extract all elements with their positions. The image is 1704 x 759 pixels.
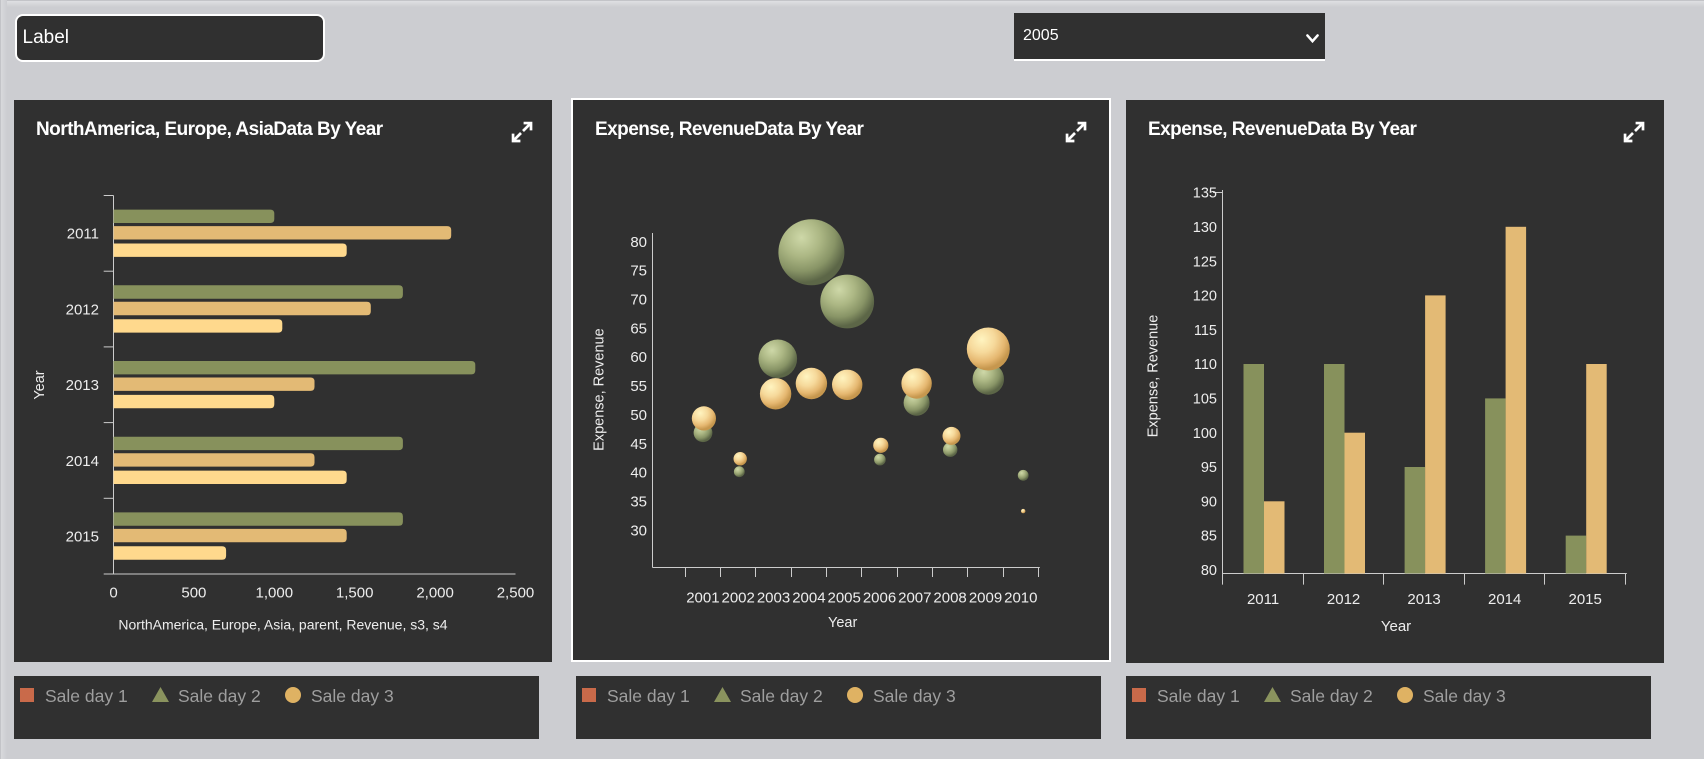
- svg-text:125: 125: [1193, 254, 1217, 270]
- svg-text:30: 30: [630, 522, 647, 539]
- svg-text:85: 85: [1201, 529, 1217, 545]
- svg-text:2013: 2013: [1407, 591, 1440, 608]
- svg-text:2004: 2004: [792, 590, 825, 607]
- svg-text:130: 130: [1193, 220, 1217, 236]
- svg-text:2,500: 2,500: [497, 584, 535, 601]
- svg-text:2013: 2013: [66, 377, 99, 394]
- svg-text:115: 115: [1194, 323, 1217, 339]
- svg-text:2002: 2002: [722, 590, 755, 607]
- svg-text:1,500: 1,500: [336, 584, 374, 601]
- svg-text:Year: Year: [32, 370, 48, 399]
- svg-text:80: 80: [1201, 563, 1217, 579]
- svg-text:2011: 2011: [67, 226, 99, 243]
- svg-text:Year: Year: [1381, 618, 1411, 635]
- svg-text:500: 500: [181, 584, 206, 601]
- svg-text:NorthAmerica, Europe, Asia, pa: NorthAmerica, Europe, Asia, parent, Reve…: [118, 616, 447, 632]
- svg-text:2010: 2010: [1004, 590, 1037, 607]
- svg-text:2012: 2012: [66, 301, 99, 318]
- svg-text:1,000: 1,000: [256, 584, 294, 601]
- svg-text:2001: 2001: [686, 590, 719, 607]
- svg-text:2012: 2012: [1327, 591, 1360, 608]
- svg-text:80: 80: [630, 234, 647, 251]
- svg-text:2015: 2015: [66, 528, 99, 545]
- svg-text:50: 50: [630, 407, 647, 424]
- svg-text:2005: 2005: [828, 590, 861, 607]
- svg-text:2006: 2006: [863, 590, 896, 607]
- svg-text:2011: 2011: [1247, 591, 1279, 608]
- svg-text:105: 105: [1193, 391, 1217, 407]
- svg-text:2015: 2015: [1569, 591, 1602, 608]
- svg-text:100: 100: [1193, 426, 1217, 442]
- svg-text:2008: 2008: [933, 590, 966, 607]
- svg-text:110: 110: [1194, 357, 1217, 373]
- svg-text:0: 0: [109, 584, 117, 601]
- svg-text:2003: 2003: [757, 590, 790, 607]
- svg-text:2007: 2007: [898, 590, 931, 607]
- svg-text:90: 90: [1201, 494, 1217, 510]
- svg-text:70: 70: [630, 291, 647, 308]
- svg-text:45: 45: [630, 436, 647, 453]
- svg-text:60: 60: [630, 349, 647, 366]
- svg-text:35: 35: [630, 493, 647, 510]
- svg-text:135: 135: [1193, 186, 1217, 202]
- svg-text:Expense, Revenue: Expense, Revenue: [1146, 315, 1162, 438]
- svg-text:2014: 2014: [1488, 591, 1521, 608]
- svg-text:120: 120: [1193, 289, 1217, 305]
- svg-text:Year: Year: [828, 615, 857, 631]
- svg-text:95: 95: [1201, 460, 1217, 476]
- svg-text:75: 75: [630, 263, 647, 280]
- svg-text:2009: 2009: [969, 590, 1002, 607]
- svg-text:55: 55: [630, 378, 647, 395]
- svg-text:2014: 2014: [66, 453, 99, 470]
- svg-text:2,000: 2,000: [416, 584, 454, 601]
- svg-text:40: 40: [630, 465, 647, 482]
- svg-text:Expense, Revenue: Expense, Revenue: [591, 328, 607, 451]
- svg-text:65: 65: [630, 320, 647, 337]
